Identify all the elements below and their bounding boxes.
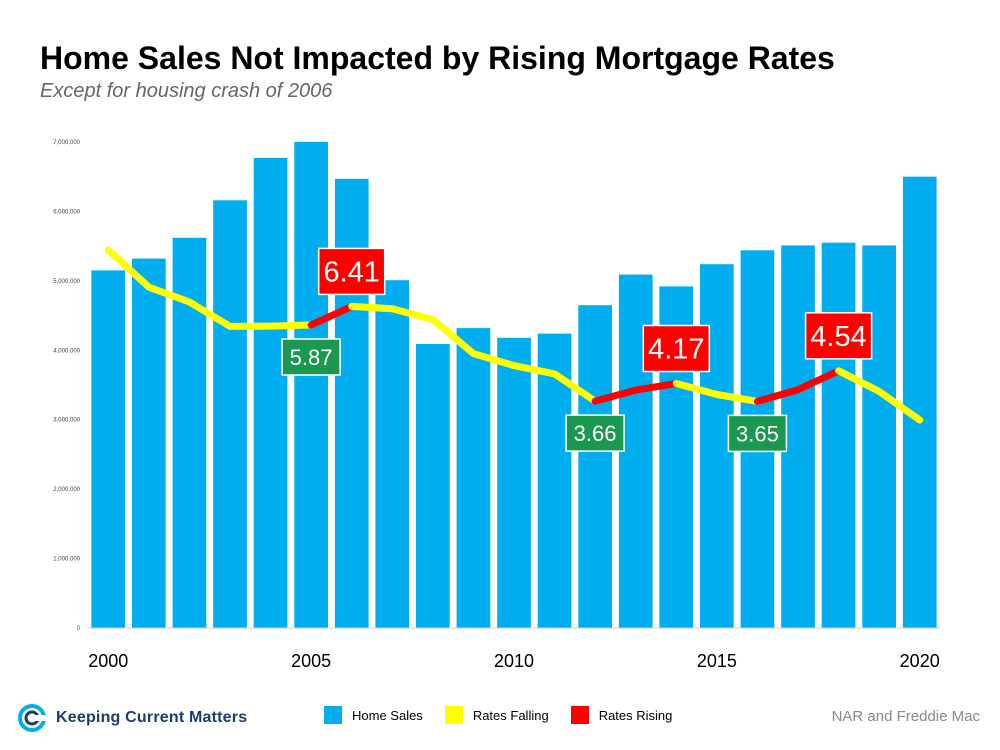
rates-falling-segment <box>672 380 761 405</box>
rate-line-group <box>104 246 924 424</box>
bar-2018 <box>821 242 856 628</box>
rates-falling-segment <box>835 367 924 424</box>
chart-title: Home Sales Not Impacted by Rising Mortga… <box>40 40 835 76</box>
bar-2006 <box>334 178 369 629</box>
rate-label-2018: 4.54 <box>804 312 873 360</box>
bar-2000 <box>91 270 126 628</box>
y-tick-label: 4,000,000 <box>53 348 80 354</box>
y-tick-label: 0 <box>77 626 81 632</box>
x-tick-label: 2000 <box>88 651 128 671</box>
y-axis: 0 1,000,000 2,000,000 3,000,000 4,000,000 5,0… <box>53 140 80 632</box>
legend-swatch-rates-rising <box>570 706 589 724</box>
bar-2003 <box>213 200 247 629</box>
rates-rising-segment <box>753 367 843 405</box>
kcm-swirl-icon <box>18 704 46 732</box>
rate-label-text: 6.41 <box>323 256 379 288</box>
bar-2005 <box>294 142 328 628</box>
legend-label-rates-rising: Rates Rising <box>598 707 673 723</box>
rate-label-2016: 3.65 <box>727 414 788 453</box>
rate-label-text: 3.65 <box>736 421 779 446</box>
bar-2004 <box>253 158 288 628</box>
rate-label-box <box>642 324 711 373</box>
legend-swatch-home-sales <box>324 706 342 724</box>
rate-labels-group: 5.87 6.41 3.66 4.17 3.65 4.54 <box>281 247 873 453</box>
logo: Keeping Current Matters <box>18 704 247 732</box>
rate-label-text: 4.17 <box>648 334 704 366</box>
legend: Home Sales Rates Falling Rates Rising <box>324 706 694 724</box>
x-tick-label: 2010 <box>494 651 534 671</box>
rate-label-box <box>317 247 386 296</box>
legend-label-rates-falling: Rates Falling <box>472 707 549 723</box>
rate-label-box <box>565 414 625 452</box>
x-tick-label: 2015 <box>697 651 737 671</box>
rates-falling-segment <box>104 246 315 330</box>
x-tick-label: 2020 <box>900 651 940 671</box>
legend-swatch-rates-falling <box>444 706 463 724</box>
bar-2009 <box>456 328 491 628</box>
y-tick-label: 1,000,000 <box>53 557 80 563</box>
chart-subtitle: Except for housing crash of 2006 <box>40 80 333 102</box>
rate-label-2014: 4.17 <box>642 324 711 373</box>
legend-item-home-sales: Home Sales <box>324 706 423 724</box>
rates-rising-segment <box>591 380 680 405</box>
rate-label-2012: 3.66 <box>565 414 625 452</box>
rate-label-text: 5.87 <box>290 345 333 370</box>
bar-2008 <box>416 344 450 628</box>
bar-2001 <box>132 258 166 628</box>
bar-2010 <box>497 337 531 628</box>
rate-label-text: 3.66 <box>574 421 617 446</box>
x-axis: 2000 2005 2010 2015 2020 <box>88 651 939 671</box>
rate-label-2006: 6.41 <box>317 247 386 296</box>
legend-item-rates-falling: Rates Falling <box>444 706 549 724</box>
bar-2007 <box>375 280 410 628</box>
y-tick-label: 7,000,000 <box>53 140 80 146</box>
y-tick-label: 2,000,000 <box>53 487 80 493</box>
y-tick-label: 6,000,000 <box>53 209 80 215</box>
rate-label-box <box>281 338 341 376</box>
legend-item-rates-rising: Rates Rising <box>570 706 673 724</box>
bar-2019 <box>862 245 896 628</box>
source-note: NAR and Freddie Mac <box>831 708 980 725</box>
rates-rising-segment <box>307 302 356 329</box>
rate-label-2005: 5.87 <box>281 338 341 376</box>
x-tick-label: 2005 <box>291 651 331 671</box>
bar-2012 <box>578 305 612 628</box>
rate-label-box <box>804 312 873 360</box>
rate-label-box <box>727 414 788 453</box>
bar-2020 <box>902 176 937 628</box>
y-tick-label: 3,000,000 <box>53 418 80 424</box>
legend-label-home-sales: Home Sales <box>352 707 423 723</box>
y-tick-label: 5,000,000 <box>53 279 80 285</box>
rate-label-text: 4.54 <box>810 321 866 353</box>
rates-falling-segment <box>348 302 599 405</box>
chart: 0 1,000,000 2,000,000 3,000,000 4,000,000 5,0… <box>53 140 940 671</box>
logo-text: Keeping Current Matters <box>56 709 248 726</box>
